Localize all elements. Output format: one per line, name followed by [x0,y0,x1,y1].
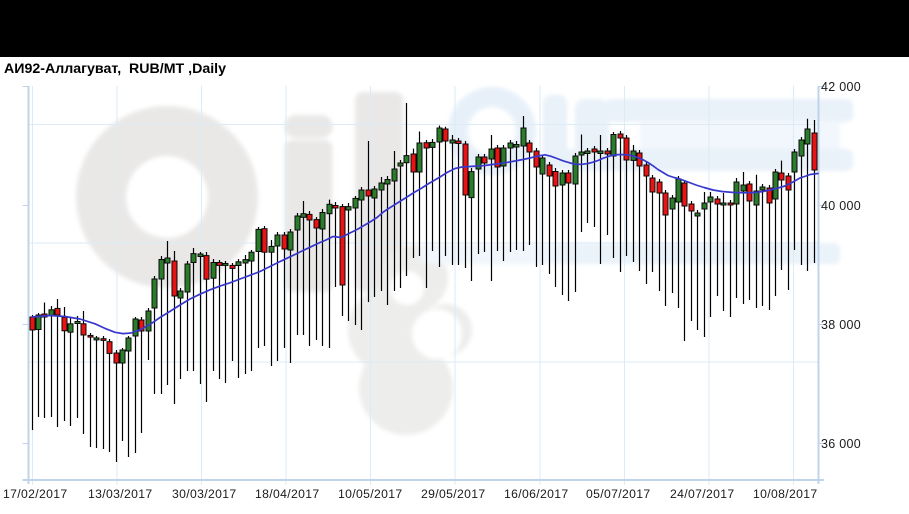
svg-text:05/07/2017: 05/07/2017 [586,487,651,501]
svg-text:16/06/2017: 16/06/2017 [504,487,569,501]
svg-text:24/07/2017: 24/07/2017 [670,487,735,501]
svg-text:13/03/2017: 13/03/2017 [88,487,153,501]
svg-text:40 000: 40 000 [821,199,861,213]
svg-text:42 000: 42 000 [821,80,861,94]
svg-text:17/02/2017: 17/02/2017 [3,487,68,501]
svg-text:18/04/2017: 18/04/2017 [255,487,320,501]
svg-text:10/08/2017: 10/08/2017 [753,487,818,501]
svg-text:АИ92-Аллагуват, RUB/MT ,Daily: АИ92-Аллагуват, RUB/MT ,Daily [4,61,226,77]
svg-text:29/05/2017: 29/05/2017 [421,487,486,501]
svg-text:30/03/2017: 30/03/2017 [172,487,237,501]
svg-text:10/05/2017: 10/05/2017 [338,487,403,501]
svg-text:38 000: 38 000 [821,318,861,332]
svg-text:36 000: 36 000 [821,437,861,451]
